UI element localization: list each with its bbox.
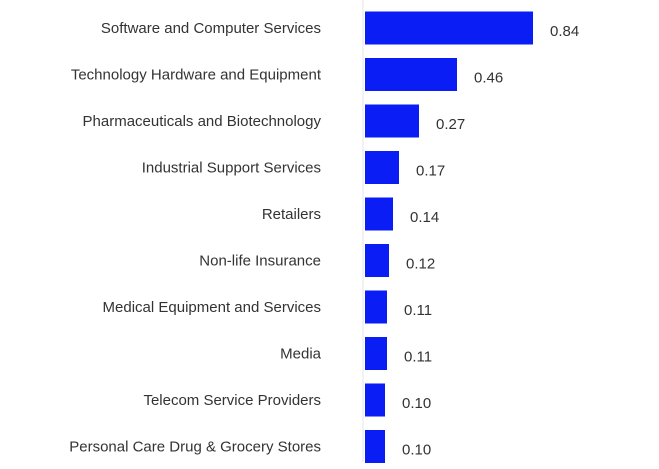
category-label: Personal Care Drug & Grocery Stores — [69, 439, 321, 456]
value-label: 0.14 — [410, 209, 439, 226]
value-label: 0.10 — [402, 442, 431, 459]
category-label: Non-life Insurance — [199, 253, 321, 270]
category-label: Medical Equipment and Services — [103, 299, 321, 316]
value-label: 0.12 — [406, 256, 435, 273]
bar — [365, 58, 457, 91]
value-label: 0.84 — [550, 23, 579, 40]
value-label: 0.11 — [404, 349, 432, 366]
value-label: 0.46 — [474, 70, 503, 87]
value-label: 0.11 — [404, 302, 432, 319]
bar — [365, 290, 387, 324]
value-label: 0.27 — [436, 116, 465, 133]
value-label: 0.17 — [416, 163, 445, 180]
bar — [365, 337, 387, 370]
bar — [365, 383, 385, 417]
category-label: Telecom Service Providers — [143, 392, 321, 409]
bar — [365, 197, 393, 231]
bar-group — [365, 11, 533, 463]
value-label-group: 0.84 0.46 0.27 0.17 0.14 0.12 0.11 0.11 0.10 0.10 — [402, 23, 579, 459]
category-label: Media — [280, 346, 322, 363]
bar — [365, 151, 399, 184]
bar — [365, 244, 389, 277]
bar — [365, 430, 385, 463]
value-label: 0.10 — [402, 395, 431, 412]
category-label: Pharmaceuticals and Biotechnology — [83, 113, 322, 130]
bar — [365, 104, 419, 138]
bar — [365, 11, 533, 45]
category-label: Technology Hardware and Equipment — [71, 67, 322, 84]
category-label: Industrial Support Services — [142, 160, 321, 177]
category-label: Software and Computer Services — [101, 20, 321, 37]
category-label-group: Software and Computer Services Technology… — [69, 20, 322, 456]
category-label: Retailers — [262, 206, 321, 223]
